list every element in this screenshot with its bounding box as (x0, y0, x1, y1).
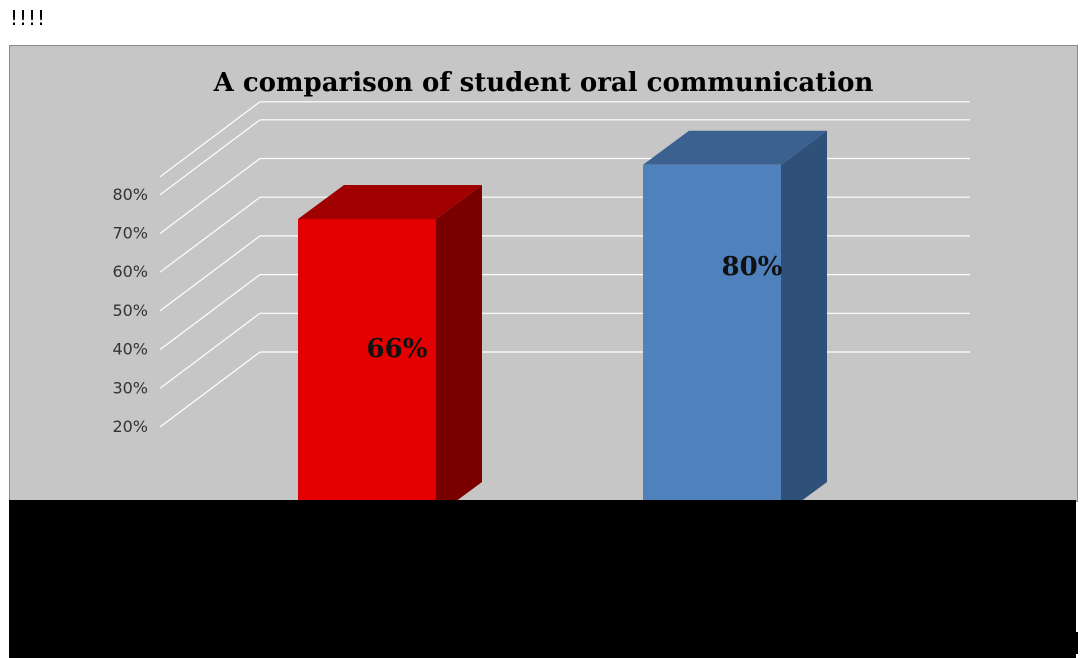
gridline-depth (159, 235, 261, 312)
gridline-depth (159, 119, 261, 196)
chart-area: A comparison of student oral communicati… (9, 45, 1078, 502)
y-tick-label: 60% (112, 262, 148, 281)
gridline-depth (159, 101, 261, 178)
y-tick-label: 50% (112, 301, 148, 320)
gridline-depth (159, 158, 261, 234)
bar (298, 218, 436, 501)
chart-plot: 20% 30% 40% 50% 60% 70% 80% 66% 80% (112, 101, 970, 501)
y-tick-label: 20% (112, 417, 148, 436)
data-label: 80% (722, 252, 783, 282)
chart-title: A comparison of student oral communicati… (213, 68, 874, 98)
gridline-depth (159, 312, 261, 389)
bar (643, 164, 781, 501)
page-marker-text: !!!! (10, 6, 47, 30)
y-tick-label: 80% (112, 185, 148, 204)
y-tick-label: 70% (112, 224, 148, 243)
gridline-depth (159, 274, 261, 351)
bar-side (436, 184, 482, 501)
bar-top (643, 130, 827, 165)
black-band (9, 500, 1076, 658)
edge-mark (1076, 632, 1078, 654)
data-label: 66% (367, 334, 428, 364)
gridline-depth (159, 196, 261, 273)
bar-top (298, 184, 482, 219)
y-tick-label: 30% (112, 378, 148, 397)
y-tick-label: 40% (112, 340, 148, 359)
bar-side (781, 130, 827, 501)
gridline-depth (159, 351, 261, 428)
